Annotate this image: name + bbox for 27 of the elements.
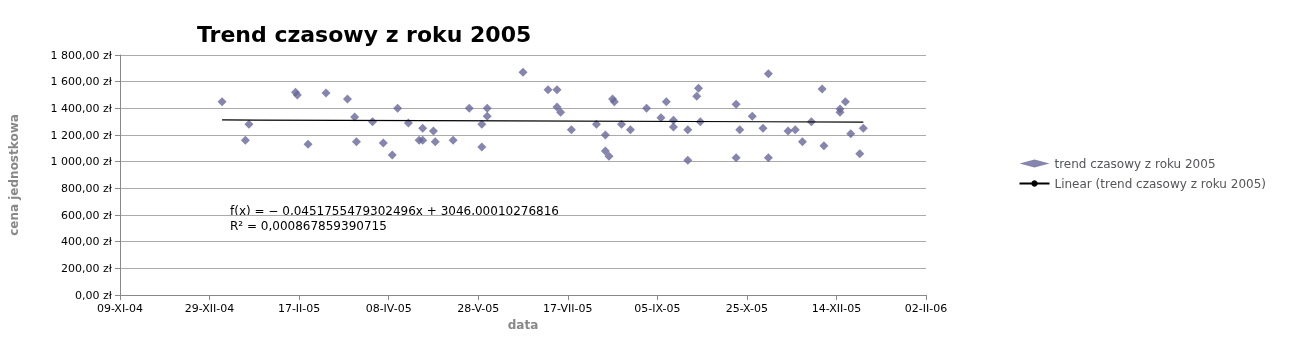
legend-label: Linear (trend czasowy z roku 2005) [1054,176,1267,191]
x-tick-label: 05-IX-05 [634,302,681,315]
y-tick-label: 600,00 zł [61,208,113,222]
y-tick-label: 1 200,00 zł [50,128,113,142]
x-tick-label: 09-XI-04 [96,302,144,315]
x-tick-label: 02-II-06 [904,302,948,315]
y-axis-title: cena jednostkowa [7,114,21,236]
x-tick-label: 17-VII-05 [543,302,593,315]
annotation: R² = 0,000867859390715 [230,219,387,233]
y-tick-label: 1 400,00 zł [50,101,113,115]
x-tick-label: 25-X-05 [725,302,769,315]
y-tick-label: 1 600,00 zł [50,75,113,89]
x-tick-label: 14-XII-05 [811,302,862,315]
y-tick-label: 1 000,00 zł [50,155,113,169]
x-tick-label: 28-V-05 [457,302,500,315]
y-tick-label: 400,00 zł [61,235,113,249]
x-axis-title: data [507,317,539,332]
x-tick-label: 17-II-05 [277,302,321,315]
x-tick-label: 29-XII-04 [184,302,235,315]
annotation: f(x) = − 0,0451755479302496x + 3046,00010276816 [230,204,559,218]
y-tick-label: 1 800,00 zł [50,48,113,62]
legend-label: trend czasowy z roku 2005 [1054,156,1216,171]
x-tick-label: 08-IV-05 [365,302,412,315]
y-tick-label: 800,00 zł [61,181,113,195]
y-tick-label: 200,00 zł [61,261,113,275]
chart-title: Trend czasowy z roku 2005 [197,21,532,47]
y-tick-label: 0,00 zł [75,288,113,302]
